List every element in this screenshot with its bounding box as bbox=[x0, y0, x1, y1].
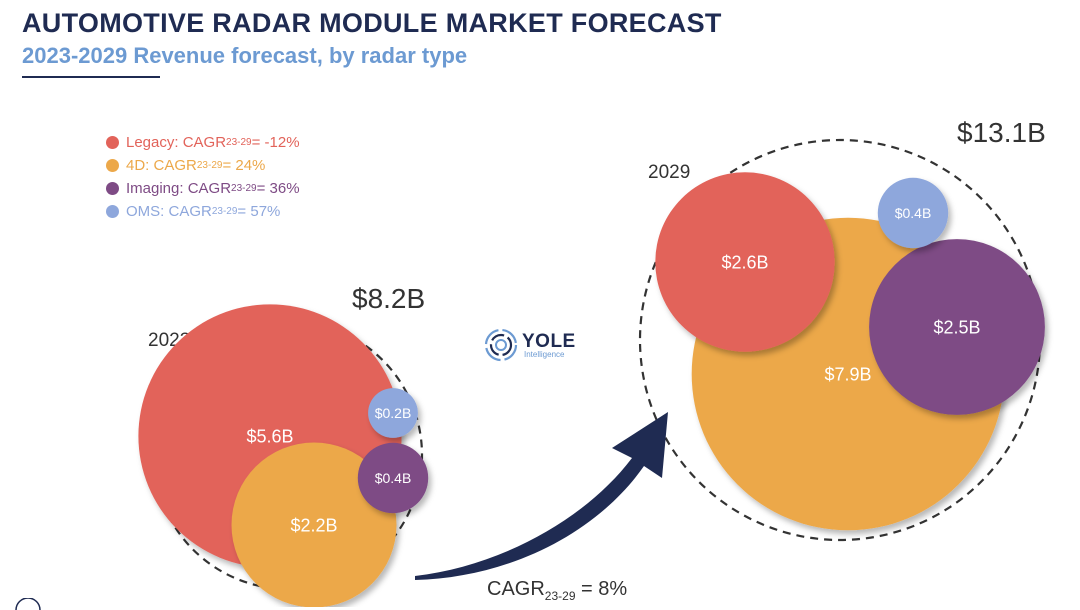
bubble-label-oms-2029: $0.4B bbox=[895, 205, 932, 221]
total-label-2023: $8.2B bbox=[352, 283, 425, 314]
logo-subtitle: Intelligence bbox=[524, 349, 565, 359]
bubble-label-legacy-2023: $5.6B bbox=[246, 426, 293, 446]
legend-label: OMS: CAGR bbox=[126, 203, 212, 220]
legend-item-imaging: Imaging: CAGR 23-29 = 36% bbox=[106, 177, 300, 200]
legend-dot-icon bbox=[106, 205, 119, 218]
legend-value: = 57% bbox=[237, 203, 281, 220]
chart-subtitle: 2023-2029 Revenue forecast, by radar typ… bbox=[22, 43, 468, 68]
bubble-label-4d-2029: $7.9B bbox=[824, 364, 871, 384]
legend: Legacy: CAGR 23-29 = -12% 4D: CAGR 23-29 =… bbox=[106, 131, 300, 223]
legend-dot-icon bbox=[106, 182, 119, 195]
growth-arrow-icon bbox=[415, 412, 668, 580]
year-label-2029: 2029 bbox=[648, 162, 690, 183]
bubble-label-legacy-2029: $2.6B bbox=[721, 252, 768, 272]
cagr-prefix: CAGR bbox=[487, 578, 545, 600]
legend-value: = 36% bbox=[256, 180, 300, 197]
title-underline bbox=[22, 76, 160, 78]
legend-label: Imaging: CAGR bbox=[126, 180, 232, 197]
legend-dot-icon bbox=[106, 159, 119, 172]
legend-item-oms: OMS: CAGR 23-29 = 57% bbox=[106, 200, 300, 223]
legend-item-4d: 4D: CAGR 23-29 = 24% bbox=[106, 154, 300, 177]
logo-name: YOLE bbox=[522, 330, 576, 352]
legend-value: = 24% bbox=[222, 157, 266, 174]
cagr-value: = 8% bbox=[575, 578, 628, 600]
legend-label: Legacy: CAGR bbox=[126, 134, 227, 151]
yole-logo: YOLE Intelligence bbox=[484, 328, 576, 362]
chart-title: AUTOMOTIVE RADAR MODULE MARKET FORECAST bbox=[22, 8, 722, 38]
bubble-imaging-2023 bbox=[357, 442, 429, 514]
legend-label: 4D: CAGR bbox=[126, 157, 197, 174]
bubble-4d-2023 bbox=[231, 442, 397, 607]
bubble-label-4d-2023: $2.2B bbox=[290, 515, 337, 535]
bubble-oms-2029 bbox=[877, 177, 949, 249]
legend-sub: 23-29 bbox=[231, 183, 257, 194]
bubble-oms-2023 bbox=[368, 388, 418, 438]
bubble-label-imaging-2023: $0.4B bbox=[375, 470, 412, 486]
corner-logo-icon bbox=[15, 598, 41, 610]
bubble-imaging-2029 bbox=[869, 239, 1045, 415]
cagr-sub: 23-29 bbox=[544, 589, 576, 603]
bubble-legacy-2029 bbox=[655, 172, 835, 352]
bubble-label-imaging-2029: $2.5B bbox=[933, 317, 980, 337]
yole-logo-icon bbox=[484, 328, 518, 362]
legend-value: = -12% bbox=[251, 134, 300, 151]
legend-item-legacy: Legacy: CAGR 23-29 = -12% bbox=[106, 131, 300, 154]
legend-sub: 23-29 bbox=[226, 137, 252, 148]
legend-sub: 23-29 bbox=[211, 206, 238, 217]
bubble-label-oms-2023: $0.2B bbox=[375, 405, 412, 421]
total-label-2029: $13.1B bbox=[957, 117, 1046, 148]
legend-dot-icon bbox=[106, 136, 119, 149]
total-cagr-label: CAGR23-29 = 8% bbox=[487, 578, 627, 603]
legend-sub: 23-29 bbox=[196, 160, 223, 171]
